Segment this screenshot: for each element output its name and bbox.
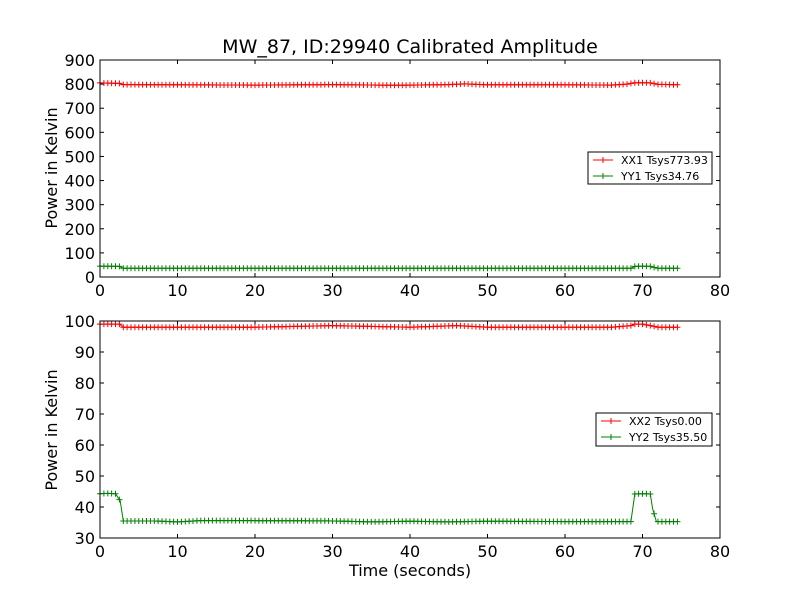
top-panel-data-point bbox=[116, 263, 123, 270]
top-panel-xtick-label: 50 bbox=[477, 281, 497, 300]
bottom-panel-xtick-label: 20 bbox=[245, 542, 265, 561]
top-panel-xtick-label: 0 bbox=[95, 281, 105, 300]
bottom-panel-xlabel: Time (seconds) bbox=[348, 561, 471, 580]
bottom-panel-ytick-label: 60 bbox=[75, 436, 95, 455]
bottom-panel-legend-label-2: YY2 Tsys35.50 bbox=[628, 431, 707, 444]
top-panel-ytick-label: 700 bbox=[64, 99, 95, 118]
top-panel-series-markers-1 bbox=[97, 79, 681, 89]
top-panel-legend-label-1: XX1 Tsys773.93 bbox=[621, 154, 708, 167]
bottom-panel-data-point bbox=[647, 491, 654, 497]
bottom-panel-ytick-label: 70 bbox=[75, 405, 95, 424]
bottom-panel-xtick-label: 70 bbox=[632, 542, 652, 561]
top-panel-data-point bbox=[647, 79, 654, 86]
bottom-panel-frame bbox=[99, 320, 721, 539]
top-panel-legend-label-2: YY1 Tsys34.76 bbox=[620, 170, 699, 183]
bottom-panel-ytick-label: 30 bbox=[75, 529, 95, 548]
top-panel-series bbox=[97, 79, 681, 272]
bottom-panel-data-point bbox=[116, 496, 123, 503]
bottom-panel-ylabel: Power in Kelvin bbox=[42, 369, 61, 490]
top-panel-legend: XX1 Tsys773.93 YY1 Tsys34.76 bbox=[587, 151, 713, 185]
top-panel-ylabel: Power in Kelvin bbox=[42, 107, 61, 228]
bottom-panel-series-markers-1 bbox=[97, 321, 681, 331]
bottom-panel-data-point bbox=[627, 322, 634, 329]
bottom-panel-xtick-label: 80 bbox=[710, 542, 730, 561]
top-panel-xtick-label: 70 bbox=[632, 281, 652, 300]
chart-title: MW_87, ID:29940 Calibrated Amplitude bbox=[222, 36, 598, 58]
top-panel-data-point bbox=[627, 265, 634, 272]
bottom-panel-data-point bbox=[674, 518, 681, 525]
bottom-panel-xtick-label: 40 bbox=[400, 542, 420, 561]
top-panel-xtick-label: 10 bbox=[167, 281, 187, 300]
top-panel-xtick-label: 80 bbox=[710, 281, 730, 300]
bottom-panel-ytick-label: 50 bbox=[75, 467, 95, 486]
top-panel-ytick-label: 900 bbox=[64, 51, 95, 70]
top-panel-xtick-label: 20 bbox=[245, 281, 265, 300]
bottom-panel-ytick-label: 80 bbox=[75, 374, 95, 393]
bottom-panel-data-point bbox=[651, 323, 658, 330]
bottom-panel-data-point bbox=[112, 490, 119, 497]
bottom-panel-xtick-label: 0 bbox=[95, 542, 105, 561]
top-panel-legend-marker-1 bbox=[600, 157, 606, 163]
bottom-panel-data-point bbox=[643, 321, 650, 328]
bottom-panel-ytick-label: 90 bbox=[75, 343, 95, 362]
top-panel-ytick-label: 500 bbox=[64, 147, 95, 166]
bottom-panel-legend-box bbox=[595, 412, 713, 447]
top-panel-xtick-label: 60 bbox=[555, 281, 575, 300]
bottom-panel-data-point bbox=[639, 321, 646, 328]
top-panel-xtick-label: 30 bbox=[322, 281, 342, 300]
bottom-panel-xtick-label: 60 bbox=[555, 542, 575, 561]
top-panel-ytick-label: 600 bbox=[64, 123, 95, 142]
top-panel-data-point bbox=[651, 80, 658, 87]
bottom-panel-legend-label-1: XX2 Tsys0.00 bbox=[629, 415, 702, 428]
top-panel-series-markers-2 bbox=[97, 263, 681, 272]
top-panel-ytick-label: 100 bbox=[64, 244, 95, 263]
top-panel-ytick-label: 300 bbox=[64, 196, 95, 215]
top-panel-data-point bbox=[647, 263, 654, 270]
bottom-panel-xtick-label: 50 bbox=[477, 542, 497, 561]
bottom-panel-data-point bbox=[647, 322, 654, 329]
top-panel-data-point bbox=[624, 81, 630, 88]
bottom-panel: 0 10 20 30 40 50 60 70 80 30 40 50 60 70 80 90 100 Power… bbox=[42, 312, 730, 580]
bottom-panel-data-point bbox=[674, 324, 681, 331]
top-panel-data-point bbox=[674, 81, 681, 88]
bottom-panel-ytick-label: 40 bbox=[75, 498, 95, 517]
bottom-panel-data-point bbox=[116, 321, 123, 328]
bottom-panel-ticks: 0 10 20 30 40 50 60 70 80 30 40 50 60 70 80 90 100 bbox=[64, 312, 730, 561]
bottom-panel-data-point bbox=[627, 518, 634, 525]
top-panel-ytick-label: 0 bbox=[85, 268, 95, 287]
top-panel-ticks: 0 10 20 30 40 50 60 70 8001002003004005006007008… bbox=[64, 51, 730, 300]
top-panel-data-point bbox=[116, 80, 123, 87]
top-panel-legend-box bbox=[587, 151, 713, 185]
top-panel: 0 10 20 30 40 50 60 70 8001002003004005006007008… bbox=[42, 51, 730, 300]
top-panel-data-point bbox=[627, 80, 634, 87]
top-panel-legend-marker-2 bbox=[600, 173, 606, 179]
bottom-panel-ytick-label: 100 bbox=[64, 312, 95, 331]
bottom-panel-data-point bbox=[651, 510, 658, 517]
bottom-panel-xtick-label: 30 bbox=[322, 542, 342, 561]
bottom-panel-xtick-label: 10 bbox=[167, 542, 187, 561]
bottom-panel-legend-marker-2 bbox=[608, 434, 614, 440]
top-panel-xtick-label: 40 bbox=[400, 281, 420, 300]
bottom-panel-legend-marker-1 bbox=[608, 418, 614, 424]
top-panel-ytick-label: 200 bbox=[64, 220, 95, 239]
top-panel-frame bbox=[99, 59, 721, 278]
top-panel-data-point bbox=[651, 264, 658, 271]
top-panel-data-point bbox=[674, 265, 681, 272]
bottom-panel-legend: XX2 Tsys0.00 YY2 Tsys35.50 bbox=[595, 412, 713, 447]
top-panel-ytick-label: 800 bbox=[64, 75, 95, 94]
bottom-panel-series-markers-2 bbox=[97, 490, 681, 525]
bottom-panel-series bbox=[97, 321, 681, 525]
top-panel-ytick-label: 400 bbox=[64, 172, 95, 191]
